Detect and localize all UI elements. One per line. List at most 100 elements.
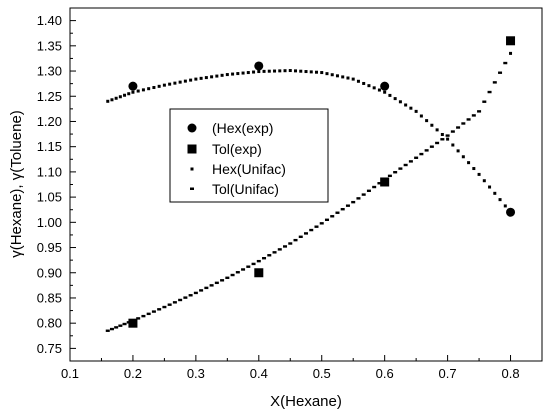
y-tick-label: 0.75 (37, 341, 62, 356)
curve-point-hex-unifac (252, 70, 256, 74)
curve-point-hex-unifac (278, 69, 282, 73)
point-hex-exp (254, 61, 264, 71)
curve-point-hex-unifac (383, 90, 387, 94)
series-layer (105, 36, 516, 332)
curve-point-tol-unifac (204, 286, 209, 290)
curve-point-tol-unifac (225, 276, 230, 279)
curve-point-hex-unifac (467, 161, 471, 165)
y-tick-label: 0.85 (37, 290, 62, 305)
legend-label-tol-unifac: Tol(Unifac) (212, 181, 279, 197)
point-tol-exp (254, 268, 264, 278)
curve-point-tol-unifac (403, 163, 408, 167)
curve-point-hex-unifac (236, 72, 240, 76)
curve-point-tol-unifac (172, 301, 177, 304)
curve-point-tol-unifac (267, 254, 272, 257)
curve-point-tol-unifac (492, 81, 497, 84)
curve-point-hex-unifac (162, 83, 166, 87)
curve-point-hex-unifac (419, 114, 423, 118)
curve-point-hex-unifac (414, 109, 418, 113)
curve-point-hex-unifac (320, 71, 324, 75)
curve-point-hex-unifac (106, 99, 110, 103)
x-tick-label: 0.5 (313, 366, 331, 381)
curve-point-hex-unifac (440, 132, 444, 136)
curve-point-tol-unifac (188, 294, 193, 297)
curve-point-tol-unifac (440, 138, 445, 141)
curve-point-tol-unifac (414, 156, 419, 159)
curve-point-hex-unifac (472, 167, 476, 171)
y-tick-label: 1.35 (37, 38, 62, 53)
x-tick-label: 0.2 (124, 366, 142, 381)
x-tick-label: 0.7 (439, 366, 457, 381)
legend-label-hex-unifac: Hex(Unifac) (212, 161, 286, 177)
curve-point-tol-unifac (450, 130, 455, 133)
curve-point-tol-unifac (118, 324, 123, 327)
curve-point-hex-unifac (314, 70, 318, 74)
y-tick-label: 1.30 (37, 64, 62, 79)
x-tick-label: 0.1 (61, 366, 79, 381)
point-tol-exp (506, 36, 516, 46)
y-tick-label: 0.95 (37, 240, 62, 255)
y-tick-label: 1.15 (37, 139, 62, 154)
curve-point-tol-unifac (241, 268, 246, 271)
curve-point-hex-unifac (152, 86, 156, 90)
curve-point-hex-unifac (435, 128, 439, 132)
curve-point-hex-unifac (509, 210, 513, 214)
curve-point-tol-unifac (235, 271, 240, 274)
curve-point-hex-unifac (299, 69, 303, 73)
curve-point-hex-unifac (341, 75, 345, 79)
curve-point-hex-unifac (210, 75, 214, 79)
curve-point-tol-unifac (246, 265, 251, 268)
curve-point-hex-unifac (398, 100, 402, 104)
legend-label-tol-exp: Tol(exp) (212, 141, 262, 157)
legend: (Hex(exp) Tol(exp) Hex(Unifac) Tol(Unifa… (169, 108, 329, 203)
curve-point-tol-unifac (361, 193, 366, 196)
y-axis-title: γ(Hexane), γ(Toluene) (8, 110, 25, 258)
curve-point-hex-unifac (351, 77, 355, 81)
curve-point-hex-unifac (430, 123, 434, 127)
x-axis-title: X(Hexane) (270, 393, 342, 410)
curve-point-tol-unifac (304, 232, 308, 235)
curve-point-tol-unifac (293, 238, 298, 242)
curve-point-hex-unifac (220, 73, 224, 77)
point-tol-exp (128, 318, 138, 328)
curve-point-tol-unifac (372, 185, 377, 189)
x-tick-label: 0.3 (187, 366, 205, 381)
legend-marker-hex-unifac (190, 167, 194, 171)
curve-point-hex-unifac (241, 71, 245, 75)
point-hex-exp (380, 81, 390, 91)
curve-point-tol-unifac (141, 314, 146, 318)
curve-point-hex-unifac (131, 90, 135, 94)
curve-point-hex-unifac (325, 72, 329, 76)
curve-point-tol-unifac (366, 189, 371, 193)
curve-point-tol-unifac (466, 118, 471, 121)
curve-point-tol-unifac (146, 312, 151, 316)
curve-point-tol-unifac (456, 126, 461, 129)
curve-point-tol-unifac (377, 182, 382, 185)
point-hex-exp (128, 81, 138, 91)
legend-marker-tol-exp (187, 144, 197, 154)
curve-point-tol-unifac (262, 257, 267, 260)
point-tol-exp (380, 177, 390, 187)
curve-point-tol-unifac (509, 51, 513, 55)
curve-point-hex-unifac (461, 155, 465, 159)
curve-point-tol-unifac (122, 322, 127, 326)
y-tick-label: 1.40 (37, 13, 62, 28)
curve-point-hex-unifac (183, 79, 187, 83)
curve-point-hex-unifac (141, 88, 145, 92)
curve-point-hex-unifac (246, 71, 250, 75)
curve-point-tol-unifac (419, 152, 424, 156)
curve-point-tol-unifac (220, 279, 225, 282)
curve-point-tol-unifac (151, 310, 156, 313)
curve-point-tol-unifac (105, 329, 110, 332)
curve-point-tol-unifac (330, 215, 335, 218)
curve-point-tol-unifac (429, 145, 434, 148)
curve-point-tol-unifac (340, 208, 345, 211)
curve-point-tol-unifac (162, 305, 167, 309)
curve-point-tol-unifac (130, 319, 135, 322)
curve-point-hex-unifac (178, 80, 182, 84)
curve-point-hex-unifac (123, 93, 127, 97)
curve-point-tol-unifac (167, 303, 172, 306)
curve-point-tol-unifac (319, 222, 324, 225)
curve-point-tol-unifac (309, 228, 314, 232)
curve-point-hex-unifac (451, 143, 455, 147)
